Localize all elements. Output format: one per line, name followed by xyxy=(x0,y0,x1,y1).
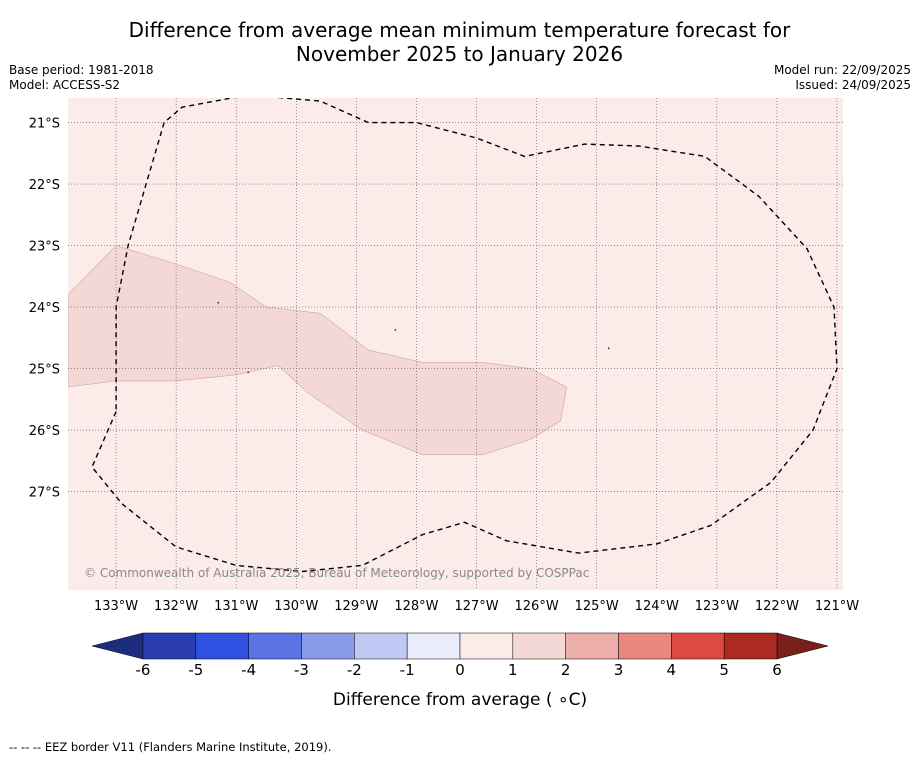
colorbar-tick-label: -2 xyxy=(347,661,362,679)
colorbar-tick-label: 4 xyxy=(667,661,677,679)
colorbar-over-arrow xyxy=(776,632,829,660)
colorbar-tick-label: 5 xyxy=(719,661,729,679)
longitude-tick-label: 131°W xyxy=(214,599,258,614)
longitude-tick-label: 124°W xyxy=(635,599,679,614)
longitude-tick-label: 122°W xyxy=(755,599,799,614)
colorbar-tick-label: -3 xyxy=(294,661,309,679)
colorbar-tick-label: -1 xyxy=(400,661,415,679)
colorbar-bin xyxy=(301,632,355,660)
colorbar-tick-label: -6 xyxy=(136,661,151,679)
latitude-tick-labels: 21°S 22°S 23°S 24°S 25°S 26°S 27°S xyxy=(29,117,60,501)
colorbar-bin xyxy=(406,632,461,660)
footer-note: -- -- -- EEZ border V11 (Flanders Marine… xyxy=(9,740,332,754)
base-period: Base period: 1981-2018 xyxy=(9,63,154,77)
island-marker xyxy=(607,347,610,350)
longitude-tick-label: 133°W xyxy=(94,599,138,614)
latitude-tick-label: 26°S xyxy=(29,424,60,439)
title-line-1: Difference from average mean minimum tem… xyxy=(128,18,791,42)
longitude-tick-label: 128°W xyxy=(394,599,438,614)
longitude-tick-label: 132°W xyxy=(154,599,198,614)
longitude-tick-label: 121°W xyxy=(815,599,859,614)
longitude-tick-label: 129°W xyxy=(334,599,378,614)
latitude-tick-label: 25°S xyxy=(29,363,60,378)
title-line-2: November 2025 to January 2026 xyxy=(295,42,624,66)
island-marker xyxy=(394,328,397,331)
colorbar-tick-label: -4 xyxy=(241,661,256,679)
latitude-tick-label: 21°S xyxy=(29,117,60,132)
longitude-tick-label: 126°W xyxy=(515,599,559,614)
colorbar-bin xyxy=(565,632,619,660)
island-marker xyxy=(217,301,220,304)
chart-title: Difference from average mean minimum tem… xyxy=(0,18,919,66)
model-run: Model run: 22/09/2025 xyxy=(773,63,911,77)
meta-left: Base period: 1981-2018 Model: ACCESS-S2 xyxy=(9,63,154,93)
colorbar-bin xyxy=(723,632,778,660)
meta-right: Model run: 22/09/2025 Issued: 24/09/2025 xyxy=(774,63,911,93)
copyright-text: © Commonwealth of Australia 2025, Bureau… xyxy=(84,566,589,580)
longitude-tick-labels: 133°W 132°W 131°W 130°W 129°W 128°W 127°W 126°W… xyxy=(94,599,859,614)
colorbar-tick-label: 6 xyxy=(772,661,782,679)
colorbar-bin xyxy=(195,632,249,660)
island-markers xyxy=(217,301,610,374)
latitude-tick-label: 27°S xyxy=(29,486,60,501)
longitude-tick-label: 123°W xyxy=(695,599,739,614)
colorbar-bin xyxy=(459,632,514,660)
colorbar-bin xyxy=(142,632,197,660)
colorbar-tick-label: 1 xyxy=(508,661,518,679)
colorbar-label: Difference from average ( ∘C) xyxy=(333,690,587,710)
colorbar-bin xyxy=(354,632,408,660)
longitude-tick-label: 125°W xyxy=(575,599,619,614)
longitude-tick-label: 130°W xyxy=(274,599,318,614)
eez-border-line xyxy=(91,98,838,573)
longitude-tick-label: 127°W xyxy=(454,599,498,614)
colorbar-bin xyxy=(248,632,302,660)
issued-date: Issued: 24/09/2025 xyxy=(795,78,911,92)
model-name: Model: ACCESS-S2 xyxy=(9,78,121,92)
forecast-map: © Commonwealth of Australia 2025, Bureau… xyxy=(29,98,859,710)
latitude-tick-label: 24°S xyxy=(29,301,60,316)
latitude-tick-label: 22°S xyxy=(29,178,60,193)
colorbar-tick-label: -5 xyxy=(188,661,203,679)
colorbar-tick-label: 2 xyxy=(561,661,571,679)
colorbar-bin xyxy=(618,632,672,660)
warm-anomaly-region xyxy=(68,245,567,456)
colorbar-under-arrow xyxy=(91,632,144,660)
colorbar-tick-label: 0 xyxy=(455,661,465,679)
colorbar: -6 -5 -4 -3 -2 -1 0 1 2 3 4 5 6 xyxy=(91,632,829,679)
island-marker xyxy=(247,371,250,374)
colorbar-tick-label: 3 xyxy=(614,661,624,679)
colorbar-bin xyxy=(671,632,725,660)
latitude-tick-label: 23°S xyxy=(29,240,60,255)
colorbar-bin xyxy=(512,632,566,660)
